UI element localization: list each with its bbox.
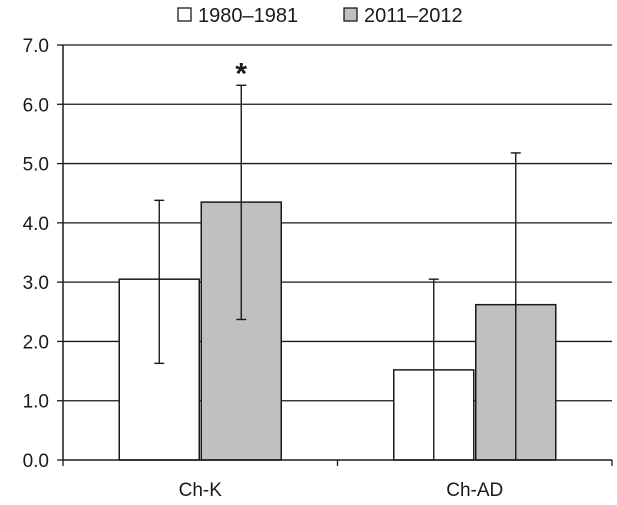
significance-marker: *	[235, 57, 247, 90]
legend-swatch	[177, 7, 192, 22]
y-tick-label: 2.0	[23, 332, 49, 353]
annotations: *	[235, 57, 247, 90]
y-tick-label: 3.0	[23, 273, 49, 294]
y-tick-label: 1.0	[23, 392, 49, 413]
y-tick-label: 4.0	[23, 214, 49, 235]
axes	[57, 44, 613, 466]
error-bars	[154, 84, 521, 460]
y-tick-label: 6.0	[23, 95, 49, 116]
legend-label: 2011–2012	[364, 5, 463, 27]
x-category-label: Ch-AD	[446, 480, 503, 501]
legend-label: 1980–1981	[198, 5, 298, 27]
x-category-label: Ch-K	[179, 480, 223, 501]
x-category-labels: Ch-K Ch-AD	[179, 480, 504, 501]
bars	[118, 201, 557, 461]
y-tick-label: 0.0	[23, 451, 49, 472]
legend: 1980–1981 2011–2012	[177, 5, 463, 27]
y-tick-label: 5.0	[23, 155, 49, 176]
y-tick-labels: 0.0 1.0 2.0 3.0 4.0 5.0 6.0 7.0	[23, 36, 49, 472]
y-tick-label: 7.0	[23, 36, 49, 57]
legend-swatch	[343, 7, 358, 22]
